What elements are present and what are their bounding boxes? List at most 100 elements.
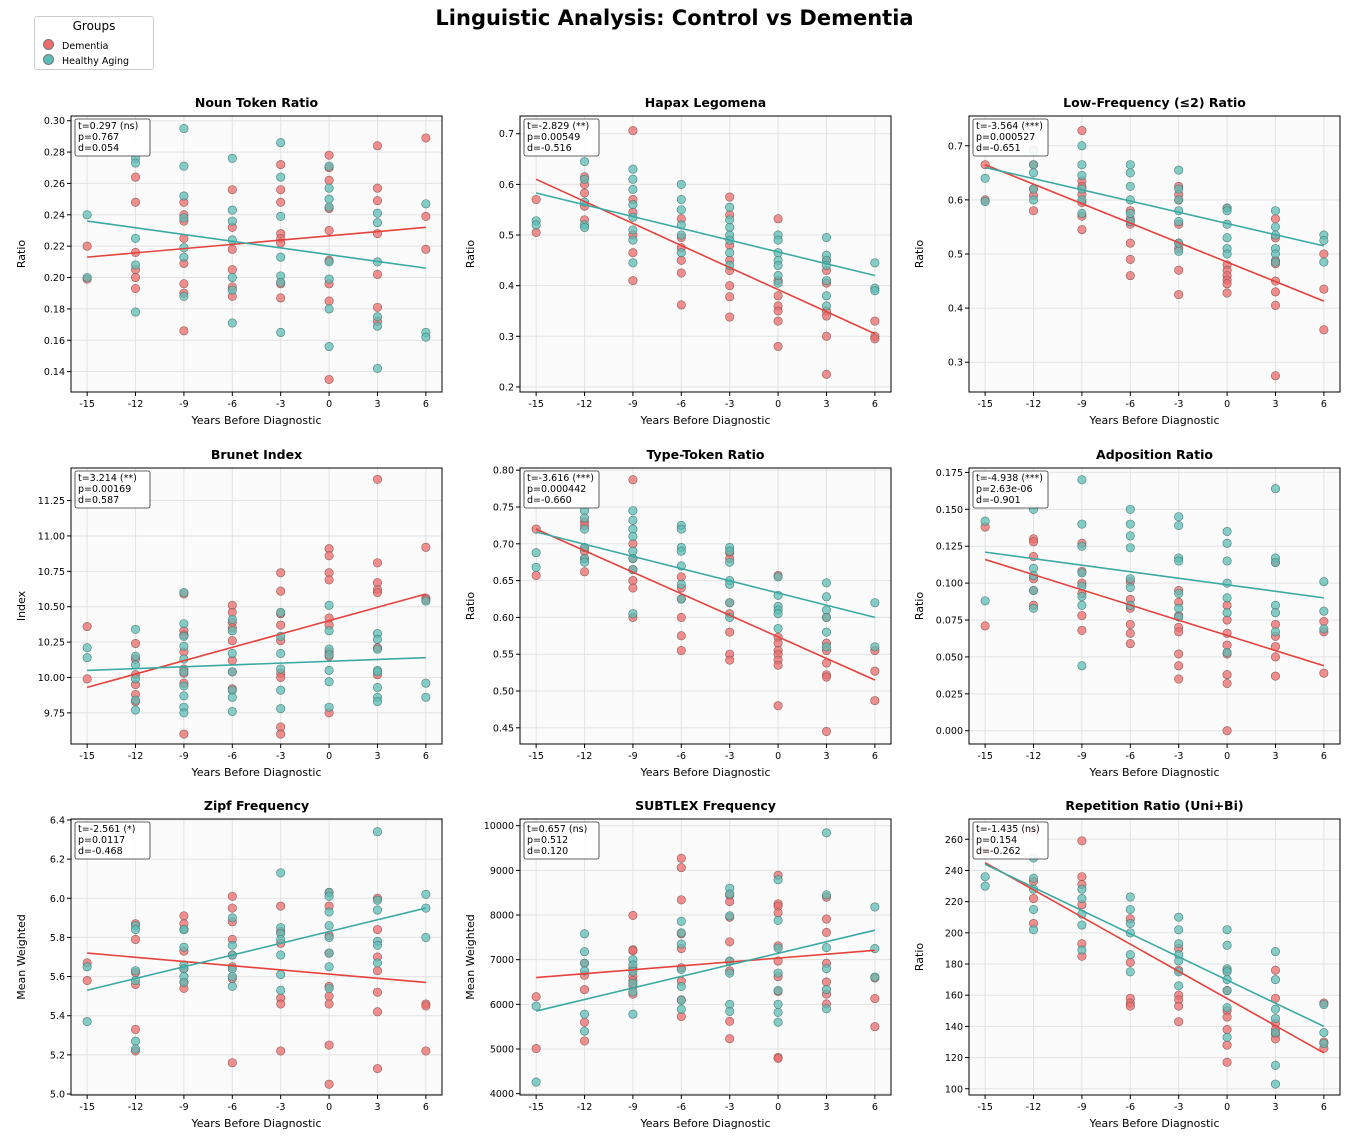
trend-line-healthy: [87, 220, 426, 269]
point-healthy: [179, 619, 189, 629]
point-healthy: [725, 215, 735, 225]
point-healthy: [179, 631, 189, 641]
point-healthy: [725, 202, 735, 212]
x-tick-label: 6: [423, 751, 429, 762]
point-healthy: [227, 285, 237, 295]
y-tick-label: 11.25: [38, 496, 65, 507]
x-tick-label: -6: [228, 399, 237, 410]
point-healthy: [1270, 557, 1280, 567]
x-tick-label: -6: [677, 751, 686, 762]
point-dementia: [1222, 1012, 1232, 1022]
point-healthy: [821, 233, 831, 243]
subplot-1: -15 -12 -9 -6 -3 0 3 6 0.14 0.16 0.18 0.20 0.22 0.24 0…: [15, 95, 443, 427]
x-tick-label: -3: [725, 751, 734, 762]
stats-line: p=2.63e-06: [976, 484, 1033, 495]
x-tick-label: 6: [1321, 751, 1327, 762]
point-dementia: [227, 265, 237, 275]
point-healthy: [324, 274, 334, 284]
point-healthy: [1125, 967, 1135, 977]
y-tick-label: 10.50: [38, 602, 65, 613]
point-healthy: [628, 531, 638, 541]
x-axis-label: Years Before Diagnostic: [190, 1117, 321, 1130]
point-healthy: [1270, 257, 1280, 267]
point-healthy: [276, 327, 286, 337]
point-healthy: [1174, 195, 1184, 205]
point-dementia: [276, 568, 286, 578]
point-dementia: [725, 937, 735, 947]
point-dementia: [131, 934, 141, 944]
y-tick-label: 0.18: [44, 304, 65, 315]
stats-line: d=-0.901: [976, 495, 1021, 506]
point-healthy: [1270, 249, 1280, 259]
point-healthy: [1222, 986, 1232, 996]
stats-line: d=0.054: [78, 143, 119, 154]
y-tick-label: 0.65: [493, 576, 514, 587]
y-tick-label: 140: [945, 1022, 963, 1033]
point-healthy: [131, 158, 141, 168]
point-dementia: [179, 911, 189, 921]
point-healthy: [276, 277, 286, 287]
point-dementia: [1125, 271, 1135, 281]
point-healthy: [980, 881, 990, 891]
point-healthy: [1174, 556, 1184, 566]
y-tick-label: 6.2: [50, 855, 65, 866]
point-healthy: [372, 697, 382, 707]
point-healthy: [1222, 967, 1232, 977]
y-tick-label: 5.2: [50, 1050, 65, 1061]
point-healthy: [227, 205, 237, 215]
subplot-title: Hapax Legomena: [645, 95, 767, 110]
point-dementia: [628, 276, 638, 286]
point-healthy: [531, 562, 541, 572]
stats-line: p=0.767: [78, 132, 119, 143]
x-tick-label: -15: [528, 751, 544, 762]
point-dementia: [1125, 238, 1135, 248]
subplot-5: -15 -12 -9 -6 -3 0 3 6 0.45 0.50 0.55 0.60 0.65 0.70 0…: [464, 447, 892, 779]
stats-line: t=3.214 (**): [78, 473, 137, 484]
point-healthy: [1174, 246, 1184, 256]
y-tick-label: 7000: [490, 955, 514, 966]
point-dementia: [676, 300, 686, 310]
point-healthy: [1174, 981, 1184, 991]
point-healthy: [821, 612, 831, 622]
point-healthy: [179, 124, 189, 134]
point-healthy: [276, 704, 286, 714]
point-healthy: [372, 895, 382, 905]
point-healthy: [421, 932, 431, 942]
point-dementia: [276, 197, 286, 207]
point-dementia: [580, 567, 590, 577]
point-healthy: [1077, 661, 1087, 671]
point-dementia: [324, 150, 334, 160]
point-dementia: [324, 575, 334, 585]
point-healthy: [773, 999, 783, 1009]
point-dementia: [821, 927, 831, 937]
y-axis-label: Ratio: [15, 240, 28, 269]
point-healthy: [276, 868, 286, 878]
point-healthy: [1029, 195, 1039, 205]
stats-line: d=0.587: [78, 495, 119, 506]
subplot-7: -15 -12 -9 -6 -3 0 3 6 5.0 5.2 5.4 5.6 5.8 6.0 6.2 6.4 Z…: [15, 798, 443, 1130]
point-healthy: [1222, 206, 1232, 216]
y-tick-label: 0.025: [936, 689, 963, 700]
point-dementia: [276, 185, 286, 195]
point-healthy: [1125, 543, 1135, 553]
point-healthy: [1029, 603, 1039, 613]
y-tick-label: 5.0: [50, 1090, 65, 1101]
stats-line: p=0.00549: [527, 132, 580, 143]
y-tick-label: 0.7: [499, 129, 514, 140]
y-tick-label: 0.175: [936, 468, 963, 479]
point-healthy: [821, 943, 831, 953]
point-dementia: [628, 126, 638, 136]
point-healthy: [870, 642, 880, 652]
x-axis-label: Years Before Diagnostic: [639, 1117, 770, 1130]
y-tick-label: 0.26: [44, 179, 65, 190]
x-tick-label: -6: [1126, 751, 1135, 762]
point-healthy: [1174, 603, 1184, 613]
point-healthy: [773, 915, 783, 925]
y-tick-label: 120: [945, 1053, 963, 1064]
point-dementia: [421, 1001, 431, 1011]
x-tick-label: -12: [577, 1102, 593, 1113]
point-dementia: [82, 622, 92, 632]
point-healthy: [676, 916, 686, 926]
point-healthy: [372, 682, 382, 692]
point-healthy: [1029, 160, 1039, 170]
